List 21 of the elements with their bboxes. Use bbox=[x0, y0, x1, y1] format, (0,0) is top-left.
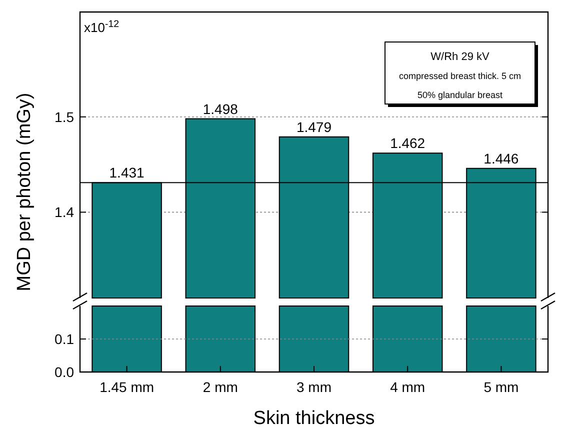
x-axis-title: Skin thickness bbox=[253, 408, 375, 429]
y-tick-label: 1.4 bbox=[54, 204, 74, 220]
annotation: W/Rh 29 kV bbox=[430, 51, 490, 63]
data-label: 1.462 bbox=[390, 135, 426, 152]
annotation: 50% glandular breast bbox=[417, 90, 504, 100]
data-label: 1.498 bbox=[202, 100, 238, 117]
text-box: W/Rh 29 kV compressed breast thick. 5 cm 50% glandular breast bbox=[384, 42, 538, 107]
x-tick-label: 3 mm bbox=[296, 379, 332, 395]
y-tick-label: 1.5 bbox=[54, 108, 74, 125]
annotation: x10$^{-12}$ bbox=[84, 18, 120, 35]
data-label: 1.431 bbox=[109, 164, 145, 181]
y-tick-label: 0.1 bbox=[54, 331, 74, 347]
x-tick-label: 1.45 mm bbox=[100, 379, 154, 395]
x-tick-label: 4 mm bbox=[390, 379, 426, 395]
x-tick-label: 5 mm bbox=[484, 379, 519, 395]
data-label: 1.446 bbox=[484, 150, 519, 166]
y-axis-title: MGD per photon (mGy) bbox=[14, 92, 35, 292]
annotation: compressed breast thick. 5 cm bbox=[398, 71, 522, 81]
x-tick-label: 2 mm bbox=[202, 379, 238, 395]
data-label: 1.479 bbox=[296, 118, 332, 135]
y-tick-label: 0.0 bbox=[54, 364, 74, 380]
